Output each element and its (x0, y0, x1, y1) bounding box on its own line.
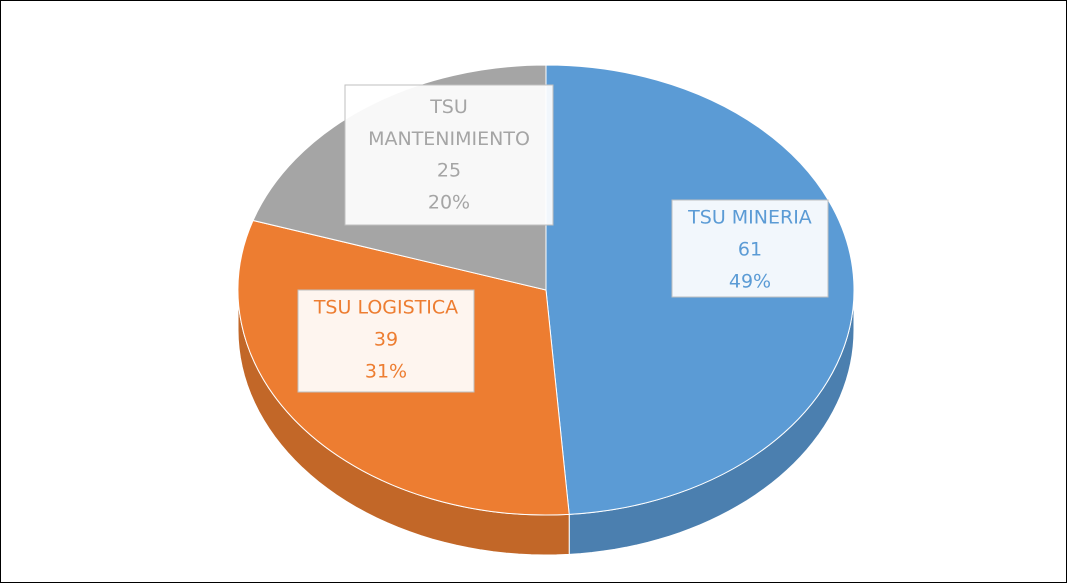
label-category: TSU MANTENIMIENTO (368, 96, 530, 150)
label-percent: 20% (428, 192, 470, 214)
label-box (671, 199, 829, 298)
label-value: 61 (738, 239, 762, 261)
label-value: 25 (437, 160, 461, 182)
label-percent: 49% (729, 271, 771, 293)
label-category: TSU MINERIA (687, 207, 812, 229)
label-box (344, 84, 554, 226)
data-label: TSU MINERIA 61 49% (671, 199, 829, 298)
label-percent: 31% (365, 361, 407, 383)
data-label: TSU MANTENIMIENTO 25 20% (344, 84, 554, 226)
label-category: TSU LOGISTICA (313, 297, 458, 319)
data-label: TSU LOGISTICA 39 31% (297, 289, 475, 393)
label-value: 39 (374, 329, 398, 351)
label-word: TSU (429, 96, 468, 118)
label-word: MANTENIMIENTO (368, 128, 530, 150)
label-box (297, 289, 475, 393)
